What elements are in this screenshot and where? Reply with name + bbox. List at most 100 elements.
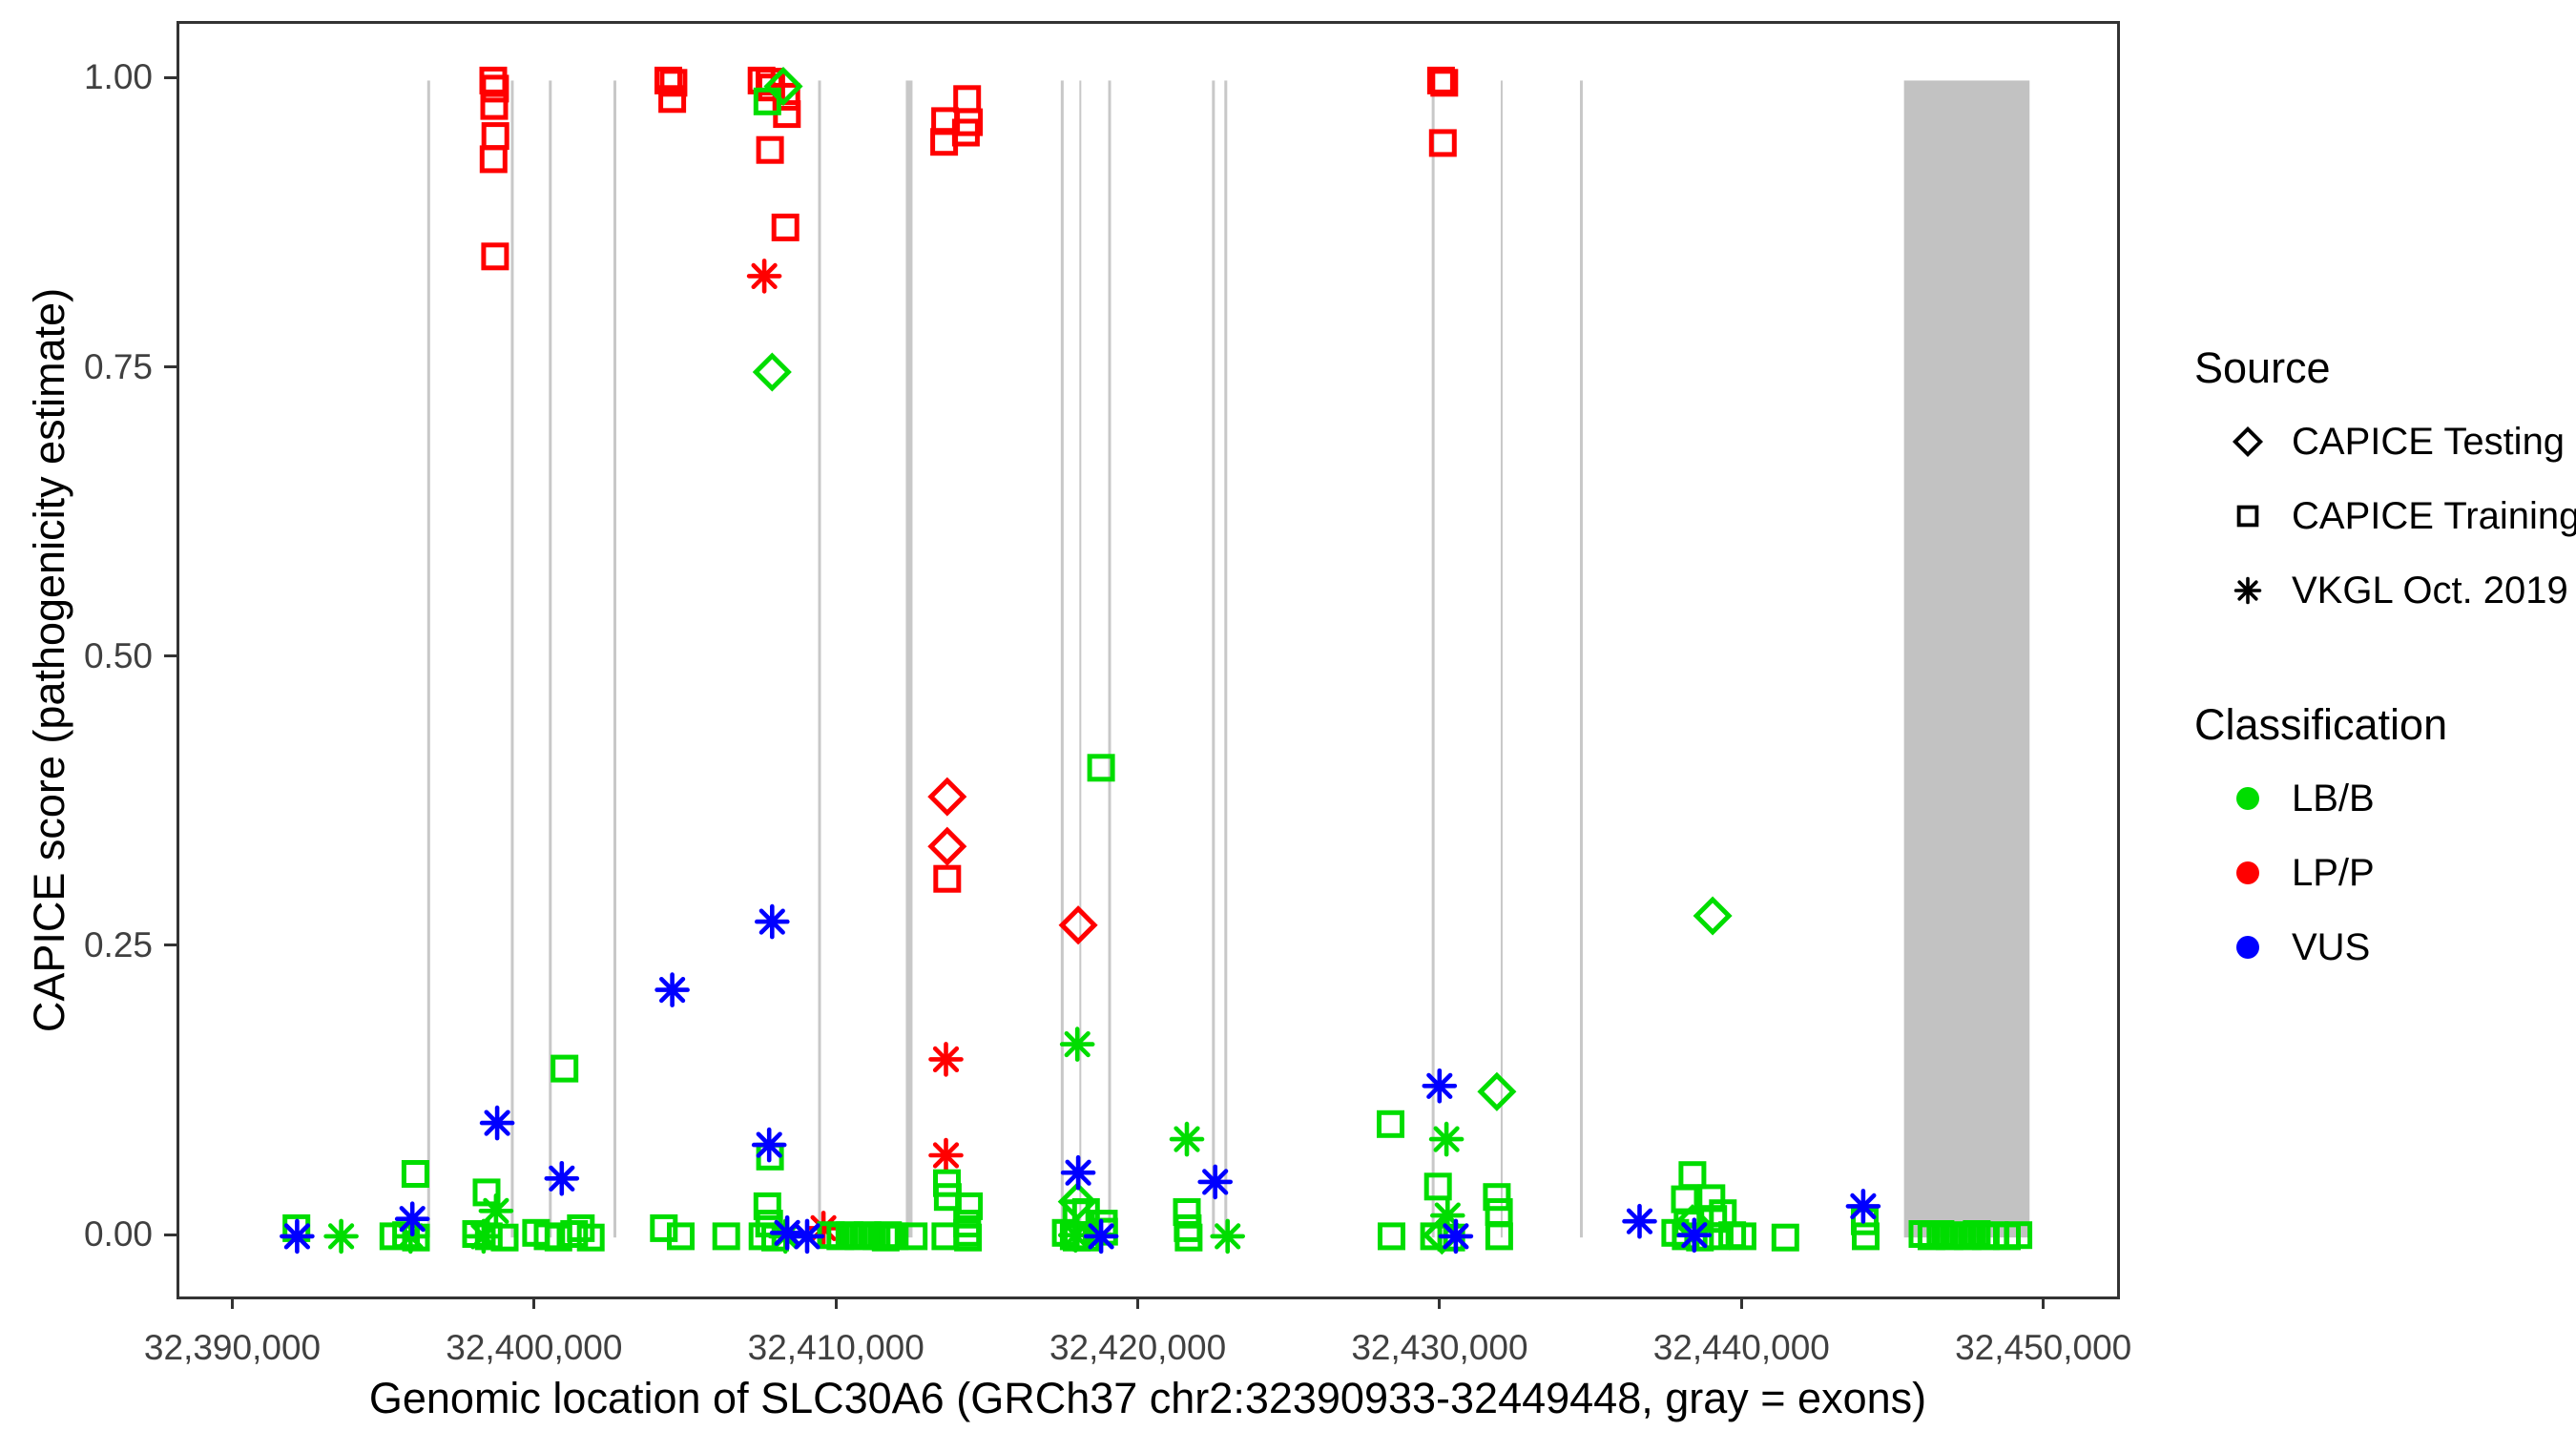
data-point [746,259,782,294]
legend-item-label: CAPICE Training [2292,494,2576,537]
legend-item-capice-training: CAPICE Training [2194,494,2576,538]
data-point [771,213,800,241]
legend-item-label: CAPICE Testing [2292,420,2566,463]
data-point [466,1218,502,1255]
x-tick-label: 32,410,000 [747,1328,924,1367]
x-tick-mark [1136,1296,1140,1309]
data-point [1852,1222,1880,1251]
data-point [754,903,790,940]
exon-line [1431,80,1435,1238]
data-point [1771,1223,1799,1252]
data-point [576,1223,605,1252]
data-point [481,242,509,271]
data-point [1169,1121,1205,1157]
dot-icon [2236,861,2259,884]
data-point [1845,1189,1881,1224]
exon-line [1108,80,1111,1238]
data-point [480,92,509,120]
data-point [659,69,688,97]
exon-line [549,80,552,1238]
y-tick-mark [164,944,177,947]
data-point [753,1192,781,1220]
legend-item-capice-testing: CAPICE Testing [2194,420,2566,464]
data-point [667,1222,695,1251]
y-tick-mark [164,75,177,79]
data-point [560,1220,589,1248]
y-tick-label: 0.75 [83,346,153,386]
data-point [1477,1071,1517,1111]
exon-line [1224,80,1228,1238]
legend-source-title: Source [2194,343,2331,392]
data-point [1622,1203,1657,1239]
data-point [931,1222,960,1251]
data-point [478,1193,514,1229]
data-point [1058,905,1098,945]
data-point [1693,896,1733,936]
x-tick-mark [2042,1296,2046,1309]
legend-item-lp-p: LP/P [2194,851,2566,895]
data-point [394,1201,430,1236]
y-tick-mark [164,1233,177,1236]
exon-line [905,80,913,1238]
x-tick-label: 32,450,000 [1955,1328,2132,1367]
legend-item-label: VUS [2292,925,2371,968]
data-point [1428,1121,1465,1157]
data-point [1210,1218,1245,1255]
data-point [479,1105,515,1141]
exon-line [1500,80,1503,1238]
exon-line [613,80,617,1238]
dot-icon [2236,787,2259,810]
data-point [401,1160,429,1188]
data-point [1378,1222,1405,1251]
square-icon [2236,505,2259,528]
plot-panel [177,21,2120,1299]
data-point [789,1218,825,1255]
data-point [1090,1217,1118,1246]
data-point [955,1192,984,1220]
data-point [752,352,792,392]
data-point [1083,1218,1119,1255]
data-point [951,118,980,147]
data-point [1197,1164,1233,1200]
data-point [751,1127,787,1163]
data-point [756,135,784,164]
x-tick-mark [532,1296,536,1309]
data-point [1676,1217,1713,1253]
data-point [658,85,687,114]
legend-item-vkgl-oct-2019: VKGL Oct. 2019 [2194,569,2568,612]
data-point [1057,1182,1097,1222]
data-point [1423,1172,1452,1201]
exon-line [1060,80,1064,1238]
x-tick-label: 32,420,000 [1049,1328,1227,1367]
data-point [928,1042,964,1077]
y-tick-label: 0.00 [83,1214,153,1255]
data-point [1060,1154,1096,1191]
data-point [481,122,509,151]
y-tick-label: 0.25 [83,924,153,964]
data-point [323,1218,359,1255]
diamond-icon [2232,425,2264,458]
y-tick-label: 0.50 [83,635,153,675]
data-point [2005,1221,2033,1250]
x-tick-label: 32,400,000 [446,1328,623,1367]
data-point [481,74,509,103]
data-point [280,1218,315,1255]
legend-item-label: LB/B [2292,777,2375,819]
x-tick-label: 32,390,000 [143,1328,322,1367]
exon-line [510,80,514,1238]
data-point [1483,1183,1511,1212]
data-point [544,1161,580,1196]
data-point [763,66,803,107]
plot-svg [280,66,2033,1255]
data-point [1059,1027,1095,1062]
x-tick-mark [834,1296,838,1309]
legend: Source CAPICE Testing CAPICE Training VKGL… [2194,343,2576,1000]
dot-icon [2236,936,2259,959]
x-tick-mark [231,1296,235,1309]
legend-source-items: CAPICE Testing CAPICE Training VKGL Oct. 2… [2194,420,2576,612]
data-point [1428,129,1457,157]
x-tick-mark [1438,1296,1442,1309]
legend-item-label: LP/P [2292,851,2375,894]
data-point [1728,1222,1756,1251]
asterisk-icon [2233,576,2262,605]
